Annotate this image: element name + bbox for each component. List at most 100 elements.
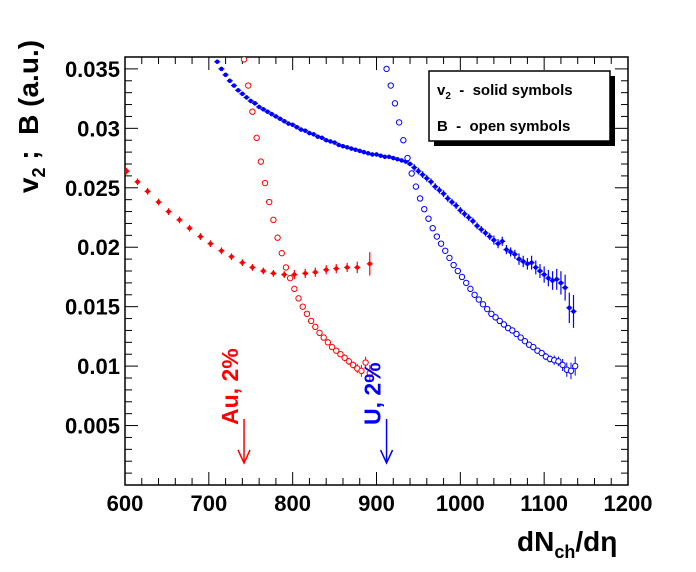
data-point bbox=[463, 279, 470, 287]
y-tick-label: 0.01 bbox=[77, 354, 120, 379]
data-point bbox=[334, 266, 339, 271]
data-point bbox=[187, 226, 192, 231]
data-point bbox=[261, 179, 269, 187]
data-point bbox=[517, 334, 524, 341]
data-point bbox=[391, 100, 399, 107]
data-point bbox=[349, 361, 357, 369]
data-point bbox=[324, 339, 332, 346]
data-point bbox=[320, 334, 327, 341]
data-point bbox=[303, 310, 311, 317]
y-axis: 0.005 0.01 0.015 0.02 0.025 0.03 0.035 bbox=[65, 56, 628, 486]
data-point bbox=[425, 215, 432, 222]
data-point bbox=[307, 130, 312, 136]
x-tick-label: 1000 bbox=[436, 491, 485, 516]
data-point bbox=[315, 134, 321, 139]
data-point bbox=[125, 168, 129, 174]
data-point bbox=[386, 154, 392, 160]
data-point bbox=[567, 367, 575, 375]
data-point bbox=[407, 161, 413, 167]
data-point bbox=[513, 330, 520, 338]
data-point bbox=[353, 147, 358, 152]
data-point bbox=[328, 343, 336, 351]
data-point bbox=[303, 128, 308, 133]
data-point bbox=[324, 138, 329, 143]
data-point bbox=[265, 109, 270, 114]
data-point bbox=[555, 358, 562, 365]
data-point bbox=[442, 247, 449, 254]
data-point bbox=[256, 104, 262, 110]
data-point bbox=[253, 134, 260, 142]
data-point bbox=[571, 309, 576, 314]
data-point bbox=[261, 107, 266, 112]
data-point bbox=[278, 249, 285, 257]
data-point bbox=[282, 272, 287, 277]
data-point bbox=[420, 172, 425, 177]
legend-box bbox=[428, 70, 611, 142]
data-point bbox=[333, 347, 340, 354]
data-point bbox=[429, 225, 436, 232]
data-point bbox=[313, 269, 318, 275]
data-point bbox=[458, 208, 463, 213]
data-point bbox=[387, 82, 394, 89]
data-point bbox=[298, 127, 304, 132]
data-point bbox=[446, 254, 453, 262]
data-point bbox=[245, 82, 252, 89]
data-point bbox=[345, 358, 353, 365]
annotation-label: U, 2% bbox=[360, 362, 386, 425]
data-point bbox=[324, 267, 329, 273]
data-point bbox=[470, 218, 476, 224]
data-point bbox=[546, 275, 551, 281]
data-point bbox=[466, 215, 471, 220]
data-point bbox=[437, 187, 442, 193]
x-axis: 600 700 800 900 1000 1100 1200 bbox=[107, 57, 652, 516]
data-point bbox=[177, 217, 182, 223]
data-point bbox=[453, 203, 459, 208]
data-point bbox=[537, 268, 543, 274]
data-point bbox=[244, 95, 249, 100]
data-point bbox=[374, 152, 379, 157]
data-point bbox=[366, 370, 373, 377]
data-point bbox=[219, 66, 224, 72]
data-point bbox=[529, 260, 534, 265]
data-point bbox=[286, 274, 294, 282]
data-point bbox=[437, 240, 445, 247]
data-point bbox=[328, 139, 333, 144]
data-point bbox=[378, 153, 383, 158]
x-tick-label: 800 bbox=[274, 491, 311, 516]
data-point bbox=[135, 179, 140, 185]
data-point bbox=[416, 195, 424, 202]
data-point bbox=[458, 273, 466, 281]
data-point bbox=[382, 154, 388, 160]
x-tick-label: 1100 bbox=[520, 491, 568, 516]
data-point bbox=[341, 354, 348, 361]
data-point bbox=[428, 179, 434, 185]
data-point bbox=[399, 158, 404, 163]
data-point bbox=[483, 230, 488, 236]
data-point bbox=[295, 295, 302, 302]
data-point bbox=[277, 116, 283, 122]
data-point bbox=[424, 176, 429, 181]
series-1 bbox=[240, 57, 373, 382]
data-point bbox=[257, 158, 265, 165]
series-0 bbox=[125, 167, 373, 280]
y-tick-label: 0.005 bbox=[65, 414, 120, 439]
data-point bbox=[495, 241, 501, 246]
data-point bbox=[432, 184, 438, 189]
data-point bbox=[521, 337, 529, 345]
data-point bbox=[307, 317, 315, 325]
series-3 bbox=[383, 65, 579, 380]
data-point bbox=[336, 142, 341, 148]
x-tick-label: 900 bbox=[358, 491, 395, 516]
data-point bbox=[433, 233, 441, 240]
data-point bbox=[340, 143, 346, 149]
data-point bbox=[337, 351, 344, 358]
annotation-arrowhead bbox=[237, 449, 251, 465]
data-point bbox=[294, 124, 300, 130]
data-point bbox=[282, 119, 287, 124]
data-point bbox=[538, 349, 545, 357]
data-point bbox=[265, 198, 273, 206]
data-point bbox=[248, 98, 253, 104]
data-point bbox=[400, 137, 407, 144]
data-point bbox=[240, 57, 248, 63]
